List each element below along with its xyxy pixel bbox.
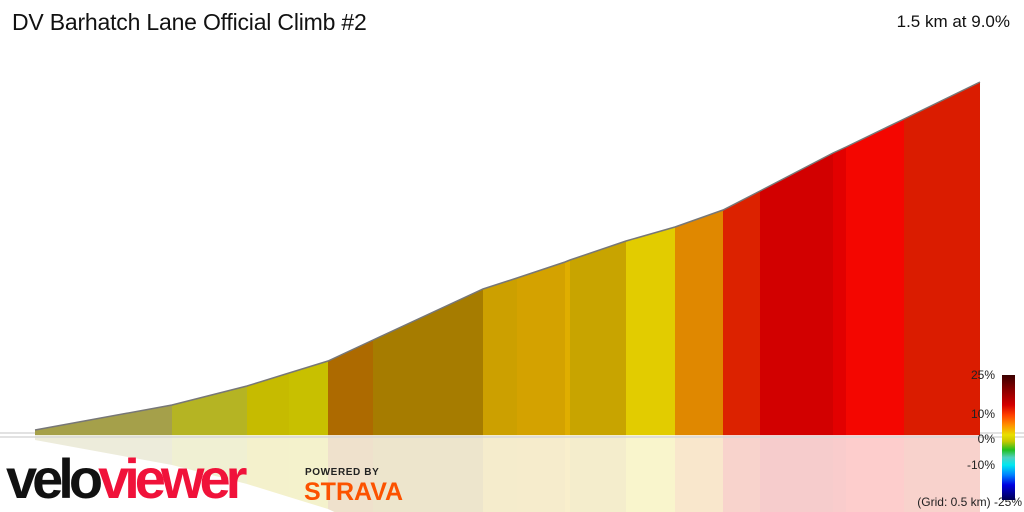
profile-segment-reflection	[565, 435, 570, 512]
veloviewer-logo: veloviewer	[6, 447, 247, 510]
profile-segment	[328, 340, 373, 435]
profile-segment	[675, 210, 723, 435]
profile-segment-reflection	[833, 435, 846, 512]
profile-segment-reflection	[904, 435, 980, 512]
profile-segment	[35, 405, 172, 435]
grid-scale-text: (Grid: 0.5 km)	[917, 495, 991, 509]
powered-by-label: POWERED BY	[305, 467, 380, 478]
profile-segment	[517, 262, 565, 435]
profile-segment-reflection	[247, 435, 289, 497]
strava-logo: STRAVA	[304, 478, 404, 506]
profile-outline	[34, 81, 981, 431]
profile-segment-reflection	[483, 435, 517, 512]
profile-segment-reflection	[373, 435, 483, 512]
profile-segment	[289, 361, 328, 435]
legend-label-0: 0%	[977, 432, 995, 446]
profile-segment-reflection	[760, 435, 833, 512]
gradient-colorbar	[1002, 375, 1015, 500]
profile-segment	[373, 289, 483, 435]
legend-label-minus10: -10%	[966, 458, 995, 472]
profile-segment-reflection	[626, 435, 675, 512]
legend-label-25: 25%	[970, 368, 995, 382]
profile-segment	[904, 82, 980, 435]
profile-segment-reflection	[35, 435, 172, 465]
profile-segment	[723, 191, 760, 435]
profile-segment-reflection	[723, 435, 760, 512]
profile-segment-reflection	[328, 435, 373, 512]
profile-segment	[833, 147, 846, 435]
profile-segment-reflection	[846, 435, 904, 512]
profile-segment-reflection	[517, 435, 565, 512]
profile-segment-reflection	[289, 435, 328, 509]
profile-segment	[483, 278, 517, 435]
logo-viewer: viewer	[98, 447, 247, 510]
profile-segment	[626, 227, 675, 435]
profile-segment	[172, 386, 247, 435]
profile-segment	[247, 373, 289, 435]
segment-title: DV Barhatch Lane Official Climb #2	[12, 9, 367, 35]
profile-reflection	[35, 435, 980, 512]
profile-segment	[570, 241, 626, 435]
profile-segment	[565, 260, 570, 435]
profile-segments	[35, 82, 980, 435]
profile-segment-reflection	[675, 435, 723, 512]
profile-segment	[760, 153, 833, 435]
profile-segment-reflection	[172, 435, 247, 484]
profile-segment-reflection	[570, 435, 626, 512]
logo-velo: velo	[6, 447, 103, 510]
segment-summary: 1.5 km at 9.0%	[896, 12, 1010, 31]
legend-label-10: 10%	[970, 407, 995, 421]
profile-segment	[846, 119, 904, 435]
